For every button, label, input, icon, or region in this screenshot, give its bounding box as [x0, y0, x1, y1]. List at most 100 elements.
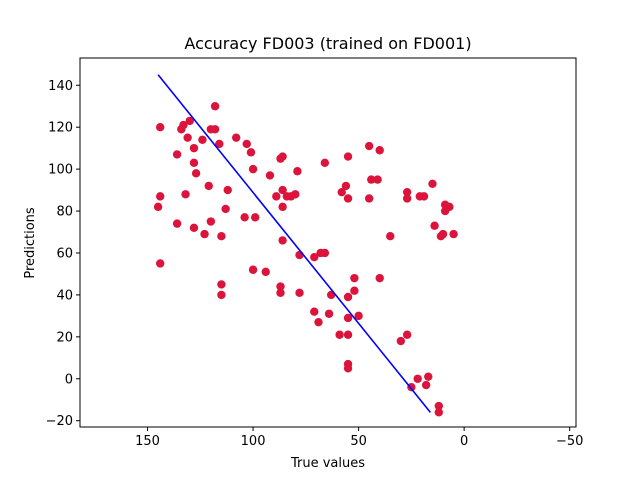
data-point-54 — [419, 192, 429, 201]
data-point-0 — [156, 122, 165, 132]
data-point-65 — [248, 265, 258, 274]
data-point-72 — [217, 280, 226, 289]
marks-layer — [153, 74, 458, 417]
data-point-69 — [310, 252, 319, 262]
x-tick-label: 50 — [350, 434, 367, 449]
y-tick-label: 140 — [48, 79, 73, 94]
y-tick-label: 40 — [56, 288, 73, 303]
data-point-52 — [402, 187, 412, 197]
data-point-15 — [189, 158, 199, 168]
data-point-50 — [373, 175, 382, 184]
data-point-46 — [337, 187, 346, 197]
data-point-68 — [316, 248, 325, 258]
data-point-24 — [320, 158, 330, 168]
y-tick-label: 60 — [56, 246, 73, 261]
data-point-84 — [314, 317, 323, 327]
data-point-37 — [240, 213, 249, 222]
data-point-10 — [210, 125, 220, 134]
data-point-78 — [343, 292, 353, 302]
x-tick-label: −50 — [556, 434, 583, 449]
x-tick-label: 0 — [460, 434, 468, 449]
data-point-83 — [324, 309, 334, 318]
data-point-80 — [350, 286, 359, 295]
data-point-74 — [276, 282, 285, 291]
x-axis: 150 100 50 0 −50 — [135, 427, 583, 449]
data-point-81 — [375, 273, 384, 283]
x-axis-label: True values — [290, 456, 365, 471]
data-point-70 — [295, 250, 304, 260]
data-point-47 — [343, 194, 353, 203]
data-point-64 — [278, 236, 287, 245]
data-point-88 — [343, 330, 353, 339]
data-point-32 — [189, 223, 199, 233]
reference-line — [157, 74, 431, 413]
plot-frame — [79, 57, 577, 428]
data-point-66 — [261, 267, 270, 277]
data-point-61 — [436, 232, 446, 241]
data-point-12 — [231, 133, 241, 142]
data-point-49 — [367, 175, 376, 184]
data-point-75 — [276, 288, 285, 298]
data-point-6 — [189, 143, 199, 153]
data-point-39 — [272, 192, 281, 201]
data-point-4 — [210, 102, 220, 111]
data-point-63 — [156, 259, 165, 268]
y-tick-label: 0 — [65, 372, 73, 387]
data-point-85 — [343, 313, 353, 323]
data-point-76 — [295, 288, 304, 298]
y-axis: −20 0 20 40 60 80 100 120 140 — [46, 79, 80, 429]
data-point-20 — [248, 164, 258, 174]
data-point-5 — [183, 133, 192, 142]
data-point-3 — [177, 125, 186, 134]
data-point-30 — [181, 190, 190, 199]
y-tick-label: 20 — [56, 330, 73, 345]
data-point-58 — [440, 206, 450, 216]
data-point-93 — [413, 374, 422, 383]
y-tick-label: 120 — [48, 121, 73, 136]
x-tick-label: 150 — [135, 434, 160, 449]
data-point-36 — [217, 232, 226, 241]
data-point-92 — [343, 364, 353, 373]
y-tick-label: 100 — [48, 163, 73, 178]
data-point-7 — [172, 150, 182, 159]
data-point-55 — [428, 179, 437, 188]
data-point-90 — [402, 330, 412, 339]
data-point-73 — [217, 290, 226, 300]
y-tick-label: −20 — [46, 414, 73, 429]
data-point-95 — [421, 380, 431, 390]
data-point-13 — [242, 139, 251, 149]
data-point-8 — [198, 135, 207, 144]
data-point-97 — [434, 401, 444, 411]
data-point-14 — [246, 148, 256, 157]
chart-title: Accuracy FD003 (trained on FD001) — [184, 34, 471, 53]
data-point-82 — [310, 307, 319, 316]
data-point-59 — [430, 221, 439, 230]
data-point-26 — [364, 141, 374, 151]
data-point-43 — [286, 192, 296, 201]
data-point-48 — [364, 194, 374, 203]
data-point-16 — [191, 169, 201, 178]
data-point-94 — [424, 372, 433, 381]
data-point-11 — [215, 139, 224, 149]
data-point-17 — [204, 181, 213, 191]
data-point-27 — [375, 146, 384, 155]
data-point-18 — [223, 185, 232, 195]
data-point-28 — [156, 192, 165, 201]
data-point-31 — [172, 219, 182, 228]
data-point-33 — [200, 229, 209, 239]
data-point-25 — [343, 152, 353, 161]
y-axis-label: Predictions — [23, 207, 38, 279]
data-point-62 — [449, 229, 458, 239]
data-point-98 — [434, 408, 444, 417]
data-point-38 — [250, 213, 260, 222]
data-point-35 — [221, 204, 230, 214]
data-point-29 — [153, 202, 163, 212]
data-point-2 — [185, 116, 194, 126]
data-point-34 — [206, 217, 216, 226]
data-point-89 — [396, 336, 406, 346]
data-point-51 — [402, 194, 412, 203]
data-point-19 — [265, 171, 275, 180]
data-point-71 — [386, 232, 395, 241]
data-point-45 — [341, 181, 351, 191]
